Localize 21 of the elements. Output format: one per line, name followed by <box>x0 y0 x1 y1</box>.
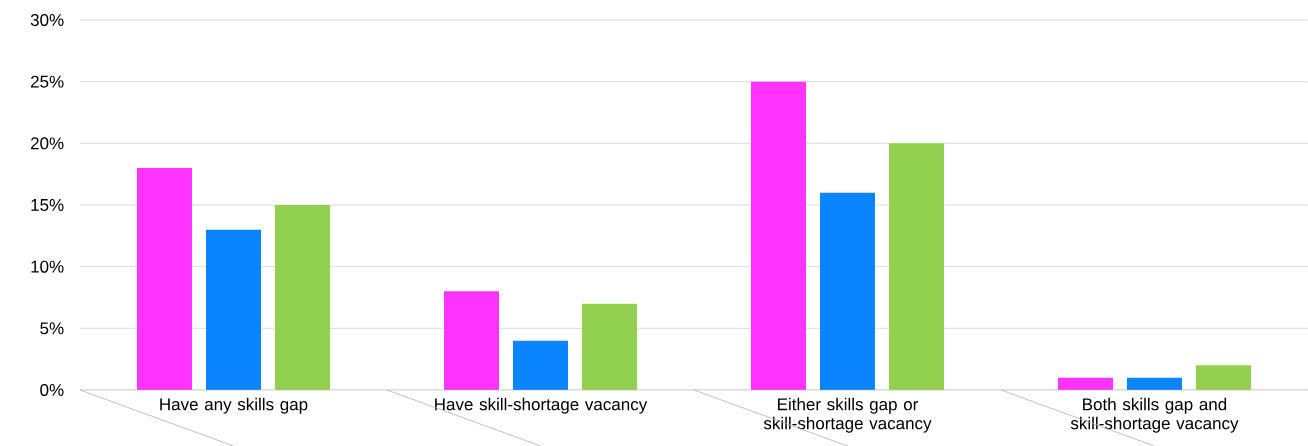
y-tick-label: 30% <box>30 13 64 27</box>
x-tick-label: Have skill-shortage vacancy <box>435 397 648 414</box>
y-tick-label: 20% <box>30 137 64 150</box>
bar <box>888 143 944 390</box>
bar <box>513 340 568 390</box>
bar <box>137 167 193 390</box>
bar <box>750 81 806 390</box>
x-tick-label: Have any skills gap <box>160 397 308 414</box>
bar <box>444 291 499 390</box>
y-tick-label: 10% <box>31 260 64 273</box>
x-tick-label: Both skills gap and skill-shortage vacancy <box>1070 397 1239 433</box>
bar <box>206 229 262 390</box>
x-tick-label: Either skills gap or skill-shortage vacancy <box>763 397 932 433</box>
bar <box>275 204 331 390</box>
y-tick-label: 0% <box>40 383 64 397</box>
y-tick-label: 25% <box>30 75 64 88</box>
y-tick-label: 15% <box>31 199 64 211</box>
bar <box>1195 365 1251 390</box>
y-tick-label: 5% <box>40 322 64 335</box>
bar <box>582 303 637 390</box>
bar <box>819 192 875 390</box>
